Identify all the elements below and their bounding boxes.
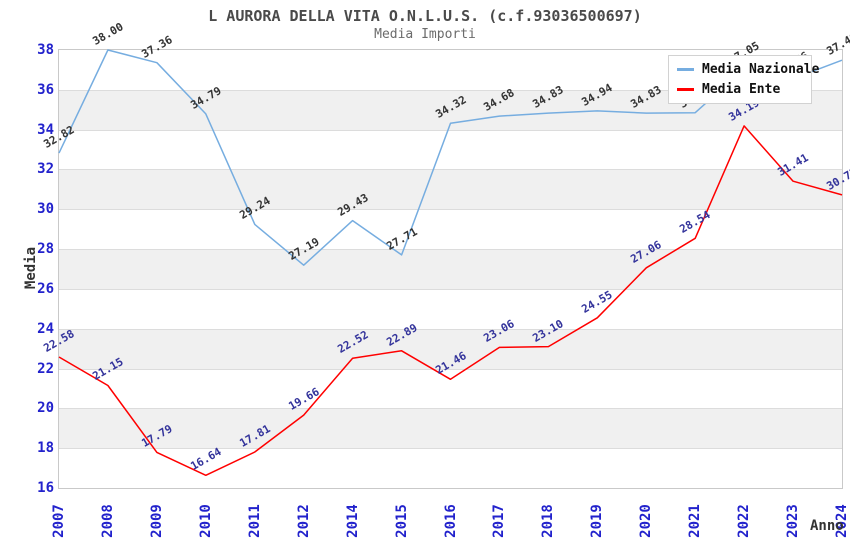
y-tick-label: 38 bbox=[37, 42, 54, 58]
x-tick-label: 2012 bbox=[295, 504, 312, 538]
data-point-label: 21.15 bbox=[90, 355, 126, 384]
data-point-label: 27.06 bbox=[628, 237, 664, 266]
x-axis-title: Anno bbox=[810, 518, 844, 534]
legend-item-label: Media Nazionale bbox=[702, 61, 820, 77]
data-point-label: 34.79 bbox=[188, 83, 224, 112]
data-point-label: 17.79 bbox=[139, 422, 175, 451]
y-tick-label: 30 bbox=[37, 201, 54, 218]
gridline bbox=[59, 448, 842, 449]
data-point-label: 23.06 bbox=[481, 317, 518, 346]
data-point-label: 17.81 bbox=[237, 422, 273, 450]
legend-item-media-nazionale: Media Nazionale bbox=[669, 62, 819, 77]
data-point-label: 34.68 bbox=[481, 86, 518, 115]
band bbox=[59, 408, 842, 449]
data-point-label: 19.66 bbox=[286, 385, 322, 414]
data-labels-layer: 32.82 38.00 37.36 34.79 29.24 27.19 29.43 27.71… bbox=[41, 20, 850, 488]
y-tick-label: 16 bbox=[37, 480, 54, 496]
y-tick-label: 18 bbox=[37, 440, 54, 457]
chart-subtitle: Media Importi bbox=[374, 27, 476, 42]
x-tick-label: 2021 bbox=[687, 504, 704, 538]
data-point-label: 22.89 bbox=[383, 320, 420, 349]
gridline bbox=[59, 369, 842, 370]
data-point-label: 34.32 bbox=[432, 93, 469, 122]
x-tick-label: 2017 bbox=[491, 504, 508, 538]
x-tick-label: 2022 bbox=[736, 504, 753, 538]
y-tick-label: 28 bbox=[37, 241, 54, 258]
legend: Media Nazionale Media Ente bbox=[668, 55, 819, 104]
data-point-label: 24.55 bbox=[579, 287, 615, 316]
data-point-label: 31.41 bbox=[775, 151, 811, 180]
data-point-label: 27.71 bbox=[383, 224, 420, 253]
gridline bbox=[59, 90, 842, 91]
legend-line-marker-icon bbox=[677, 67, 694, 71]
x-tick-label: 2008 bbox=[99, 504, 116, 538]
data-point-label: 21.46 bbox=[432, 349, 469, 378]
x-tick-label: 2016 bbox=[442, 504, 459, 538]
data-point-label: 29.43 bbox=[335, 190, 371, 219]
y-tick-label: 32 bbox=[37, 161, 54, 178]
y-tick-label: 36 bbox=[37, 81, 54, 98]
data-point-label: 34.83 bbox=[628, 83, 664, 112]
x-tick-label: 2020 bbox=[638, 504, 655, 538]
plot-area bbox=[58, 49, 843, 489]
series-line-media-ente bbox=[58, 125, 843, 477]
legend-item-label: Media Ente bbox=[702, 82, 781, 98]
x-tick-label: 2015 bbox=[393, 504, 410, 538]
data-point-label: 29.24 bbox=[237, 194, 273, 223]
gridline bbox=[59, 289, 842, 290]
x-tick-label: 2007 bbox=[51, 504, 67, 538]
data-point-label: 28.54 bbox=[677, 208, 713, 237]
x-tick-label: 2019 bbox=[589, 504, 606, 538]
legend-line-marker-icon bbox=[677, 88, 694, 92]
data-point-label: 30.72 bbox=[824, 165, 850, 193]
band bbox=[59, 249, 842, 289]
y-tick-label: 22 bbox=[37, 360, 54, 377]
x-tick-label: 2023 bbox=[785, 504, 802, 538]
x-tick-label: 2011 bbox=[246, 504, 263, 538]
gridline bbox=[59, 169, 842, 170]
y-tick-label: 26 bbox=[37, 280, 54, 297]
gridline bbox=[59, 249, 842, 250]
y-tick-label: 34 bbox=[37, 121, 54, 138]
data-point-label: 27.19 bbox=[286, 235, 322, 264]
y-axis-title: Media bbox=[23, 246, 39, 290]
data-point-label: 34.94 bbox=[579, 80, 615, 109]
data-point-label: 23.10 bbox=[530, 316, 566, 345]
gridline bbox=[59, 329, 842, 330]
data-point-label: 22.52 bbox=[335, 328, 371, 357]
gridline bbox=[59, 209, 842, 210]
data-point-label: 34.83 bbox=[530, 83, 566, 112]
gridline bbox=[59, 408, 842, 409]
gridline bbox=[59, 130, 842, 131]
x-tick-label: 2018 bbox=[540, 504, 557, 538]
y-tick-label: 24 bbox=[37, 320, 54, 337]
x-tick-label: 2010 bbox=[197, 504, 214, 538]
legend-item-media-ente: Media Ente bbox=[669, 82, 811, 97]
chart-title: L AURORA DELLA VITA O.N.L.U.S. (c.f.9303… bbox=[208, 7, 642, 25]
y-tick-label: 20 bbox=[37, 400, 54, 417]
band bbox=[59, 328, 842, 369]
data-point-label: 16.64 bbox=[188, 445, 224, 474]
x-tick-label: 2014 bbox=[344, 504, 361, 538]
x-tick-label: 2009 bbox=[148, 504, 165, 538]
